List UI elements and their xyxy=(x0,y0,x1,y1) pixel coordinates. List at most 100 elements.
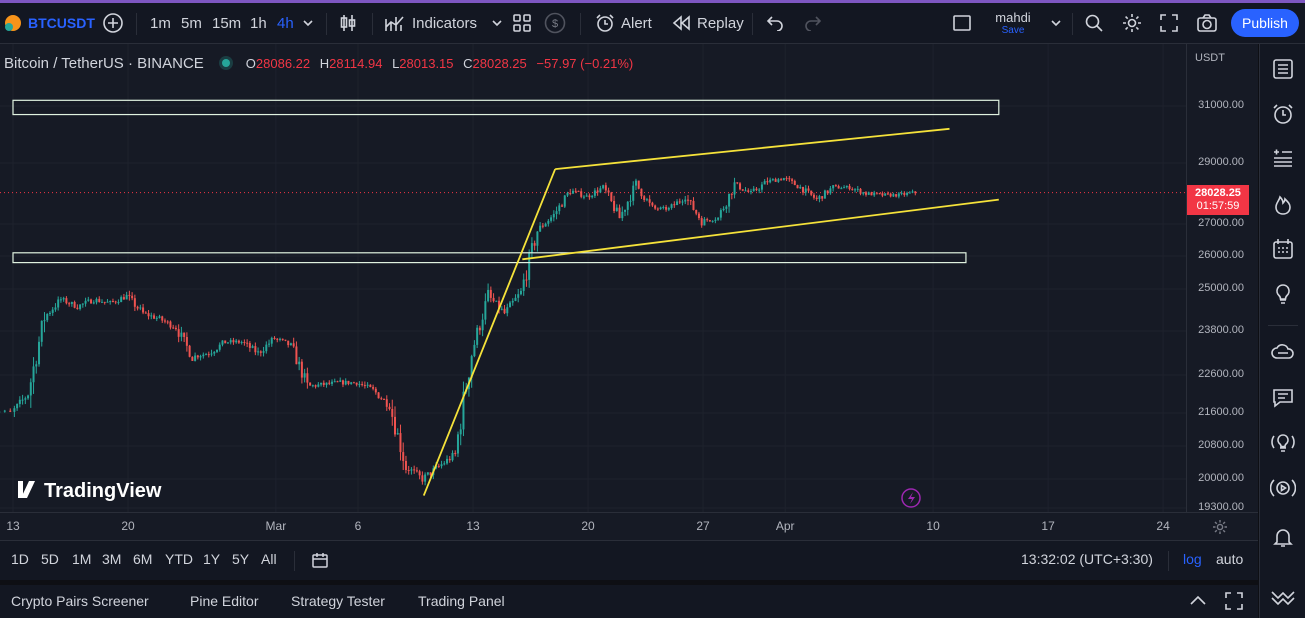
candle-body xyxy=(815,197,818,200)
tab-strategy-tester[interactable]: Strategy Tester xyxy=(291,593,385,609)
indicators-button[interactable]: Indicators xyxy=(384,7,503,39)
candle-body xyxy=(536,231,539,246)
candle-body xyxy=(429,472,432,476)
collapse-panel-button[interactable] xyxy=(1188,593,1208,612)
compare-symbol-button[interactable] xyxy=(102,7,124,39)
candle-body xyxy=(298,361,301,365)
ideas-button[interactable] xyxy=(1266,277,1300,311)
candle-body xyxy=(700,218,703,226)
candle-body xyxy=(111,301,114,303)
layout-menu-dropdown[interactable] xyxy=(1050,7,1062,39)
notifications-button[interactable] xyxy=(1266,520,1300,554)
interval-1h[interactable]: 1h xyxy=(250,7,267,39)
range-1d[interactable]: 1D xyxy=(11,551,29,567)
trading-panel-button[interactable] xyxy=(1266,577,1300,611)
candle-body xyxy=(166,321,169,323)
replay-button[interactable]: Replay xyxy=(672,7,744,39)
candle-body xyxy=(796,185,799,189)
replay-trading-button[interactable] xyxy=(1266,471,1300,505)
tab-crypto-pairs-screener[interactable]: Crypto Pairs Screener xyxy=(11,593,149,609)
candle-body xyxy=(812,194,815,198)
interval-dropdown[interactable] xyxy=(302,7,314,39)
range-3m[interactable]: 3M xyxy=(102,551,122,567)
range-1m[interactable]: 1M xyxy=(72,551,92,567)
drawings-layer[interactable] xyxy=(12,99,1000,496)
candle-body xyxy=(21,399,24,401)
redo-button[interactable] xyxy=(804,7,822,39)
interval-5m[interactable]: 5m xyxy=(181,7,202,39)
candle-body xyxy=(76,307,79,309)
grid-icon xyxy=(513,14,531,32)
candle-body xyxy=(341,380,344,385)
publish-button[interactable]: Publish xyxy=(1231,9,1299,37)
alert-button[interactable]: Alert xyxy=(594,7,652,39)
interval-4h[interactable]: 4h xyxy=(277,7,294,39)
candle-body xyxy=(196,355,199,358)
signals-button[interactable] xyxy=(1266,426,1300,460)
candle-body xyxy=(421,475,424,482)
candle-body xyxy=(426,472,429,475)
range-5y[interactable]: 5Y xyxy=(232,551,250,567)
range-6m[interactable]: 6M xyxy=(133,551,153,567)
range-5d[interactable]: 5D xyxy=(41,551,59,567)
candle-body xyxy=(363,385,366,387)
timezone-clock[interactable]: 13:32:02 (UTC+3:30) xyxy=(1021,551,1153,567)
gear-icon xyxy=(1123,14,1141,32)
range-all[interactable]: All xyxy=(261,551,277,567)
candle-body xyxy=(648,199,651,203)
candle-body xyxy=(117,302,120,304)
settings-button[interactable] xyxy=(1121,7,1143,39)
interval-1m[interactable]: 1m xyxy=(150,7,171,39)
layouts-button[interactable] xyxy=(512,7,532,39)
price-scale[interactable]: USDT 31000.00 29000.00 27000.00 26000.00 250… xyxy=(1186,44,1258,513)
hotlists-button[interactable] xyxy=(1266,187,1300,221)
rally-trendline[interactable] xyxy=(422,168,557,496)
alerts-button[interactable] xyxy=(1266,97,1300,131)
alarm-clock-icon xyxy=(596,14,614,32)
range-1y[interactable]: 1Y xyxy=(203,551,221,567)
chart-pane[interactable]: TradingView xyxy=(0,44,1186,512)
candle-body xyxy=(602,185,605,189)
layout-select-button[interactable] xyxy=(952,7,972,39)
time-axis[interactable]: 13 20 Mar 6 13 20 27 Apr 10 17 24 xyxy=(0,512,1258,540)
go-to-date-button[interactable] xyxy=(311,551,329,572)
axis-settings-button[interactable] xyxy=(1211,518,1229,536)
snapshot-button[interactable] xyxy=(1196,7,1218,39)
maximize-panel-button[interactable] xyxy=(1225,592,1243,613)
watchlist-button[interactable] xyxy=(1266,52,1300,86)
save-layout-button[interactable]: mahdi Save xyxy=(990,11,1036,37)
search-button[interactable] xyxy=(1084,7,1104,39)
chart-type-button[interactable] xyxy=(338,7,358,39)
candle-body xyxy=(799,186,802,189)
range-ytd[interactable]: YTD xyxy=(165,551,193,567)
search-icon xyxy=(1085,14,1103,32)
lightning-icon[interactable] xyxy=(901,488,921,508)
tab-pine-editor[interactable]: Pine Editor xyxy=(190,593,259,609)
undo-button[interactable] xyxy=(766,7,784,39)
candle-body xyxy=(895,194,898,197)
lower-support-zone[interactable] xyxy=(12,252,967,264)
candle-body xyxy=(410,469,413,471)
candle-body xyxy=(59,299,62,301)
calendar-button[interactable] xyxy=(1266,232,1300,266)
log-scale-toggle[interactable]: log xyxy=(1183,551,1202,567)
interval-15m[interactable]: 15m xyxy=(212,7,241,39)
time-tick-label: 17 xyxy=(1041,519,1055,533)
candle-body xyxy=(780,179,783,181)
channel-upper-trendline[interactable] xyxy=(555,127,950,170)
streams-button[interactable] xyxy=(1266,336,1300,370)
templates-button[interactable]: $ xyxy=(544,7,566,39)
tab-trading-panel[interactable]: Trading Panel xyxy=(418,593,505,609)
upper-resistance-zone[interactable] xyxy=(12,99,1000,116)
fullscreen-button[interactable] xyxy=(1160,7,1178,39)
data-window-button[interactable] xyxy=(1266,142,1300,176)
candle-body xyxy=(476,327,479,345)
candle-body xyxy=(596,190,599,193)
candle-body xyxy=(284,339,287,341)
chats-button[interactable] xyxy=(1266,381,1300,415)
auto-scale-toggle[interactable]: auto xyxy=(1216,551,1244,567)
symbol-search-button[interactable]: BTCUSDT xyxy=(4,7,95,39)
channel-lower-trendline[interactable] xyxy=(522,198,999,261)
bar-countdown: 01:57:59 xyxy=(1196,199,1240,212)
candle-body xyxy=(276,338,279,340)
